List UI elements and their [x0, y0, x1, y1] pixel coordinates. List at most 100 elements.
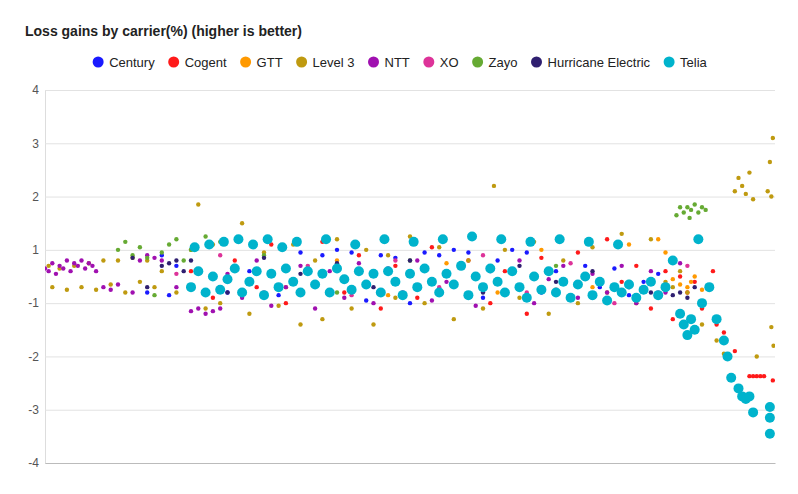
point [733, 349, 737, 353]
point [525, 312, 529, 316]
point [218, 253, 222, 257]
point [182, 269, 186, 273]
point [244, 277, 254, 287]
point [653, 290, 663, 300]
point [471, 272, 481, 282]
point [726, 373, 736, 383]
point [682, 210, 686, 214]
point [225, 290, 229, 294]
point [196, 306, 200, 310]
legend-label: Level 3 [313, 55, 355, 70]
point [595, 277, 605, 287]
point [79, 285, 83, 289]
point [678, 282, 682, 286]
legend-item: Cogent [168, 55, 227, 70]
point [765, 413, 775, 423]
point [371, 285, 375, 289]
point [656, 237, 660, 241]
point [393, 264, 397, 268]
point [434, 287, 444, 297]
chart: Loss gains by carrier(%) (higher is bett… [0, 0, 798, 494]
point [744, 391, 754, 401]
point [393, 258, 397, 262]
point [160, 250, 164, 254]
point [201, 287, 211, 297]
point [109, 288, 113, 292]
point [689, 208, 693, 212]
point [276, 304, 280, 308]
point [583, 264, 587, 268]
point [393, 296, 397, 300]
point [515, 282, 525, 292]
point [422, 301, 426, 305]
point [685, 205, 689, 209]
point [68, 269, 72, 273]
point [452, 248, 456, 252]
point [584, 237, 594, 247]
legend-label: XO [440, 55, 459, 70]
point [554, 264, 558, 268]
point [685, 290, 689, 294]
legend-item: Level 3 [296, 55, 354, 70]
point [415, 258, 419, 262]
point [671, 285, 675, 289]
point [675, 309, 685, 319]
legend-marker [168, 57, 179, 68]
point [369, 269, 379, 279]
legend-marker [664, 57, 675, 68]
point [225, 290, 229, 294]
point [320, 317, 324, 321]
point [522, 293, 532, 303]
point [437, 253, 441, 257]
point [624, 279, 634, 289]
point [547, 312, 551, 316]
point [383, 266, 393, 276]
point [189, 258, 193, 262]
point [219, 237, 229, 247]
point [274, 282, 284, 292]
point [415, 296, 419, 300]
point [313, 306, 317, 310]
y-tick-label: -4 [28, 456, 39, 470]
legend-item: Century [93, 55, 156, 70]
point [87, 261, 91, 265]
point [203, 234, 207, 238]
point [189, 269, 193, 273]
point [517, 296, 521, 300]
point [661, 282, 671, 292]
point [554, 280, 558, 284]
legend-item: NTT [368, 55, 410, 70]
point [167, 242, 171, 246]
legend: CenturyCogentGTTLevel 3NTTXOZayoHurrican… [93, 55, 708, 70]
point [762, 374, 766, 378]
point [317, 269, 327, 279]
point [240, 221, 244, 225]
point [189, 309, 193, 313]
point [145, 256, 149, 260]
point [284, 301, 288, 305]
point [529, 272, 539, 282]
point [342, 296, 346, 300]
point [561, 258, 565, 262]
point [751, 197, 755, 201]
point [101, 258, 105, 262]
point [639, 285, 649, 295]
y-tick-label: -2 [28, 350, 39, 364]
point [580, 272, 590, 282]
point [364, 248, 368, 252]
series-points [186, 232, 775, 439]
point [46, 264, 50, 268]
point [605, 290, 609, 294]
point [332, 264, 342, 274]
point [174, 285, 178, 289]
point [495, 290, 499, 294]
point [76, 264, 80, 268]
point [467, 232, 477, 242]
point [247, 269, 251, 273]
legend-label: Telia [680, 55, 708, 70]
point [678, 261, 682, 265]
point [495, 258, 499, 262]
point [310, 279, 320, 289]
point [693, 285, 697, 289]
legend-marker [472, 57, 483, 68]
